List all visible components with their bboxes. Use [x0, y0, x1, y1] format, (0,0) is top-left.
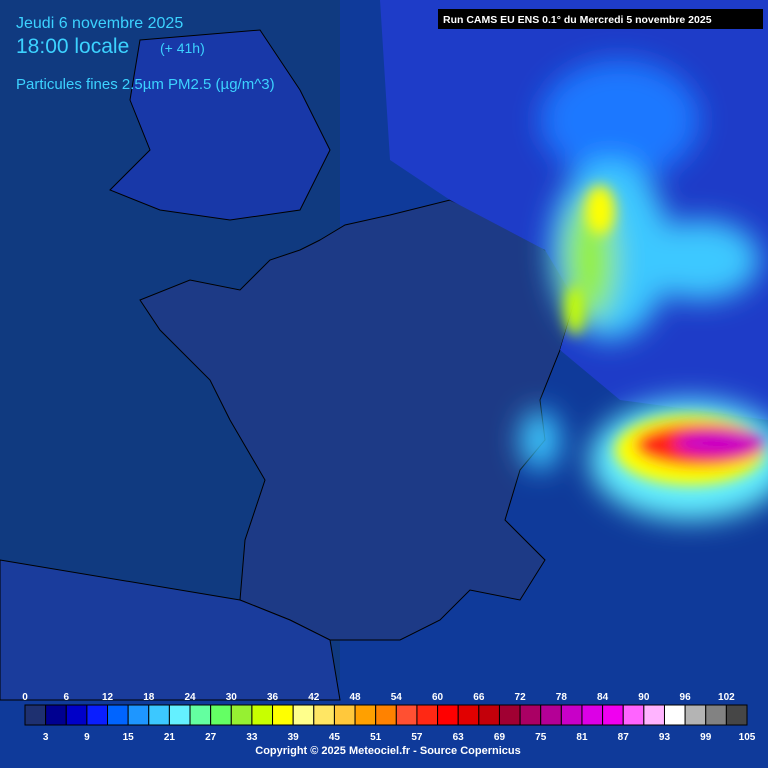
colorbar-label: 9	[84, 732, 90, 743]
colorbar-label: 75	[535, 732, 547, 743]
lead-time: (+ 41h)	[160, 40, 205, 56]
colorbar-box	[210, 704, 232, 726]
colorbar-label: 18	[143, 692, 155, 703]
colorbar-box	[24, 704, 47, 726]
colorbar-label: 36	[267, 692, 279, 703]
colorbar-label: 48	[349, 692, 361, 703]
colorbar-label: 72	[515, 692, 527, 703]
colorbar-box	[230, 704, 253, 726]
date: Jeudi 6 novembre 2025	[16, 15, 183, 32]
colorbar-box	[560, 704, 583, 726]
colorbar-label: 99	[700, 732, 712, 743]
colorbar-label: 54	[391, 692, 403, 703]
colorbar-box	[457, 704, 480, 726]
colorbar-box	[127, 704, 150, 726]
colorbar-box	[313, 704, 335, 726]
colorbar-box	[189, 704, 212, 726]
colorbar-label: 93	[659, 732, 671, 743]
colorbar-box	[663, 704, 686, 726]
copyright: Copyright © 2025 Meteociel.fr - Source C…	[255, 745, 520, 757]
pollution-core	[565, 185, 765, 485]
colorbar-box	[684, 704, 707, 726]
colorbar-label: 0	[22, 692, 28, 703]
run-box	[438, 9, 763, 29]
colorbar-box	[148, 704, 170, 726]
colorbar-label: 96	[680, 692, 692, 703]
colorbar-box	[437, 704, 459, 726]
colorbar-box	[478, 704, 500, 726]
colorbar-label: 102	[718, 692, 735, 703]
colorbar-box	[416, 704, 439, 726]
colorbar-box	[107, 704, 129, 726]
colorbar-box	[292, 704, 315, 726]
colorbar-box	[45, 704, 67, 726]
colorbar-label: 15	[123, 732, 135, 743]
colorbar-box	[622, 704, 645, 726]
colorbar-label: 3	[43, 732, 49, 743]
colorbar-box	[498, 704, 521, 726]
colorbar-box	[540, 704, 562, 726]
colorbar-label: 30	[226, 692, 238, 703]
colorbar-label: 87	[618, 732, 630, 743]
colorbar-box	[354, 704, 377, 726]
colorbar-label: 24	[184, 692, 196, 703]
colorbar-label: 12	[102, 692, 114, 703]
colorbar-box	[65, 704, 88, 726]
colorbar-label: 45	[329, 732, 341, 743]
colorbar-label: 42	[308, 692, 320, 703]
colorbar-label: 81	[576, 732, 588, 743]
colorbar-box	[643, 704, 665, 726]
colorbar-label: 33	[246, 732, 258, 743]
colorbar-box	[581, 704, 604, 726]
colorbar-label: 60	[432, 692, 444, 703]
uk	[109, 29, 331, 221]
colorbar-label: 27	[205, 732, 217, 743]
colorbar-box	[375, 704, 397, 726]
colorbar-box	[333, 704, 356, 726]
colorbar-label: 6	[63, 692, 69, 703]
colorbar-box	[251, 704, 274, 726]
colorbar-label: 21	[164, 732, 176, 743]
colorbar-label: 69	[494, 732, 506, 743]
variable: Particules fines 2.5µm PM2.5 (µg/m^3)	[16, 76, 275, 93]
colorbar-label: 57	[411, 732, 423, 743]
colorbar-label: 66	[473, 692, 485, 703]
colorbar-label: 78	[556, 692, 568, 703]
time: 18:00 locale	[16, 35, 129, 58]
colorbar-label: 90	[638, 692, 650, 703]
colorbar-label: 39	[288, 732, 300, 743]
colorbar-box	[602, 704, 624, 726]
colorbar-label: 51	[370, 732, 382, 743]
colorbar-label: 105	[739, 732, 756, 743]
colorbar-box	[86, 704, 109, 726]
colorbar-box	[725, 704, 748, 726]
colorbar-label: 84	[597, 692, 609, 703]
colorbar-box	[519, 704, 542, 726]
colorbar-label: 63	[453, 732, 465, 743]
colorbar-box	[705, 704, 727, 726]
spain	[0, 559, 341, 701]
colorbar-box	[168, 704, 191, 726]
colorbar-box	[395, 704, 418, 726]
run-info: Run CAMS EU ENS 0.1° du Mercredi 5 novem…	[443, 14, 712, 26]
colorbar-box	[272, 704, 294, 726]
